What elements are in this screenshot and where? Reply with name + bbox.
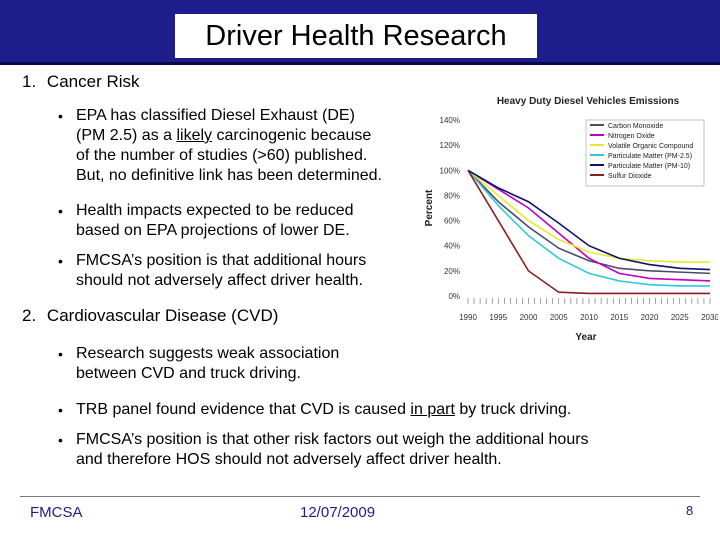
s1-b1-line2-underlined: likely <box>176 127 213 144</box>
bullet-dot: • <box>58 108 63 124</box>
s2-b1-line2: between CVD and truck driving. <box>76 365 301 382</box>
chart-x-axis-label: Year <box>575 332 596 343</box>
bullet-dot: • <box>58 402 63 418</box>
chart-series-line <box>467 169 710 295</box>
emissions-chart-svg: Heavy Duty Diesel Vehicles Emissions Per… <box>424 96 719 343</box>
s2-b2-pre: TRB panel found evidence that CVD is cau… <box>76 401 411 418</box>
chart-y-tick-label: 40% <box>444 242 460 251</box>
s2-b3-line1: FMCSA’s position is that other risk fact… <box>76 431 589 448</box>
section-2-number: 2. <box>22 306 37 325</box>
s1-b1-line4: But, no definitive link has been determi… <box>76 167 382 184</box>
chart-x-tick-label: 2000 <box>520 313 538 322</box>
bullet-dot: • <box>58 253 63 269</box>
s2-b2-post: by truck driving. <box>454 401 572 418</box>
s1-b1-line2-pre: (PM 2.5) as a <box>76 127 177 144</box>
s1-b3-line1: FMCSA’s position is that additional hour… <box>76 252 367 269</box>
chart-legend-box <box>585 119 705 187</box>
chart-title: Heavy Duty Diesel Vehicles Emissions <box>497 96 680 107</box>
chart-y-tick-label: 100% <box>440 166 460 175</box>
chart-legend-label: Nitrogen Oxide <box>608 133 655 140</box>
bullet-dot: • <box>58 346 63 362</box>
footer-org: FMCSA <box>30 504 83 521</box>
chart-series-line <box>467 169 710 263</box>
chart-legend-label: Volatile Organic Compound <box>608 143 693 150</box>
chart-y-tick-label: 60% <box>444 217 460 226</box>
chart-series-line <box>467 169 711 271</box>
footer-divider <box>20 496 700 497</box>
section-1-heading: 1. Cancer Risk <box>22 72 140 92</box>
emissions-chart: Heavy Duty Diesel Vehicles Emissions Per… <box>418 90 719 350</box>
chart-y-tick-label: 80% <box>444 191 460 200</box>
s1-b2-line1: Health impacts expected to be reduced <box>76 202 354 219</box>
s1-b1-line2-post: carcinogenic because <box>212 127 372 144</box>
chart-legend-label: Carbon Monoxide <box>608 123 663 130</box>
section-1-title: Cancer Risk <box>46 72 140 91</box>
chart-x-tick-label: 2010 <box>580 313 598 322</box>
slide-title: Driver Health Research <box>205 20 507 52</box>
title-bar: Driver Health Research <box>0 0 720 65</box>
s1-b3-line2: should not adversely affect driver healt… <box>76 272 363 289</box>
chart-y-axis-label: Percent <box>424 189 435 226</box>
section-2-title: Cardiovascular Disease (CVD) <box>46 306 279 325</box>
bullet-dot: • <box>58 432 63 448</box>
chart-legend-label: Particulate Matter (PM-2.5) <box>608 153 692 160</box>
s1-b2-line2: based on EPA projections of lower DE. <box>76 222 350 239</box>
chart-series-line <box>467 169 710 287</box>
chart-x-tick-label: 2030 <box>701 313 718 322</box>
chart-y-tick-label: 0% <box>448 292 460 301</box>
chart-series-line <box>467 169 711 275</box>
footer-page-number: 8 <box>686 503 694 518</box>
chart-x-tick-label: 2020 <box>641 313 659 322</box>
s2-b2-underlined: in part <box>410 401 455 418</box>
chart-series-line <box>467 169 711 282</box>
chart-y-tick-label: 20% <box>444 267 460 276</box>
chart-x-tick-label: 2025 <box>671 313 689 322</box>
chart-x-tick-label: 1990 <box>459 313 477 322</box>
chart-legend-label: Particulate Matter (PM-10) <box>608 163 690 170</box>
section-2-heading: 2. Cardiovascular Disease (CVD) <box>22 306 278 326</box>
s1-b1-line1: EPA has classified Diesel Exhaust (DE) <box>76 107 355 124</box>
footer-date: 12/07/2009 <box>300 504 376 521</box>
chart-legend-label: Sulfur Dioxide <box>608 173 652 180</box>
chart-x-tick-label: 2015 <box>610 313 628 322</box>
bullet-dot: • <box>58 203 63 219</box>
section-1-number: 1. <box>22 72 37 91</box>
title-box: Driver Health Research <box>175 14 537 58</box>
chart-x-tick-label: 2005 <box>550 313 568 322</box>
chart-y-tick-label: 120% <box>440 141 460 150</box>
chart-y-tick-label: 140% <box>440 116 460 125</box>
chart-x-tick-label: 1995 <box>489 313 507 322</box>
s2-b2-line1: TRB panel found evidence that CVD is cau… <box>76 400 571 420</box>
s2-b1-line1: Research suggests weak association <box>76 345 340 362</box>
s1-b1-line3: of the number of studies (>60) published… <box>76 147 368 164</box>
s1-b1-line2: (PM 2.5) as a likely carcinogenic becaus… <box>76 126 371 146</box>
s2-b3-line2: and therefore HOS should not adversely a… <box>76 451 502 468</box>
